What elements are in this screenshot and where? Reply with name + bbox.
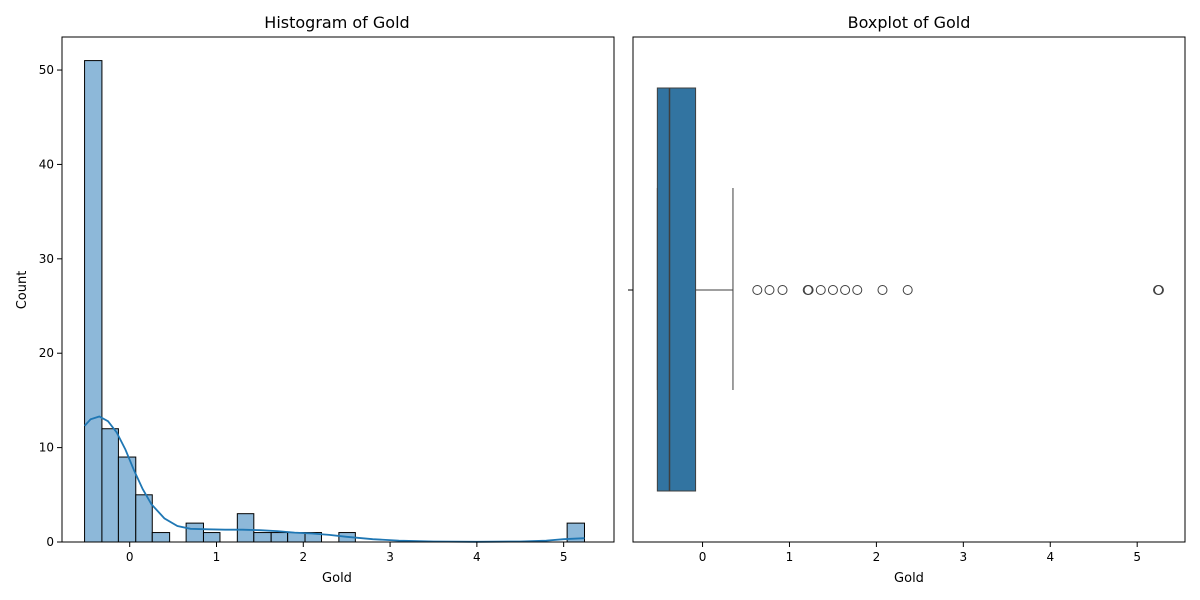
boxplot-x-tick-label: 4	[1046, 550, 1054, 564]
boxplot-panel: Boxplot of Gold 0 1 2 3 4 5 Gold	[628, 13, 1186, 586]
histogram-bar	[236, 513, 255, 543]
histogram-bar	[253, 532, 272, 543]
boxplot-shapes	[656, 87, 1164, 492]
boxplot-outlier	[777, 285, 788, 295]
boxplot-outlier	[902, 285, 913, 295]
histogram-bar	[202, 532, 221, 543]
histogram-y-tick-label: 20	[39, 346, 54, 360]
histogram-x-ticks: 0 1 2 3 4 5	[126, 542, 568, 564]
histogram-y-tick-label: 0	[46, 535, 54, 549]
boxplot-x-tick-label: 2	[873, 550, 881, 564]
boxplot-outlier	[877, 285, 888, 295]
histogram-bar	[101, 428, 119, 543]
histogram-plot-frame	[61, 36, 615, 543]
histogram-x-tick-label: 0	[126, 550, 134, 564]
boxplot-x-tick-label: 1	[786, 550, 794, 564]
histogram-bar	[151, 532, 171, 543]
boxplot-outlier	[803, 285, 814, 295]
histogram-y-tick-label: 40	[39, 157, 54, 171]
boxplot-outlier	[764, 285, 775, 295]
histogram-x-tick-label: 1	[213, 550, 221, 564]
histogram-bars	[84, 60, 585, 543]
histogram-title: Histogram of Gold	[264, 13, 409, 32]
histogram-x-axis-label: Gold	[322, 571, 352, 586]
boxplot-outlier	[852, 285, 863, 295]
histogram-bar	[185, 522, 204, 543]
histogram-y-tick-label: 10	[39, 441, 54, 455]
histogram-x-tick-label: 4	[473, 550, 481, 564]
histogram-y-tick-label: 50	[39, 63, 54, 77]
boxplot-x-tick-label: 3	[960, 550, 968, 564]
boxplot-outlier	[752, 285, 763, 295]
boxplot-outlier	[1153, 285, 1164, 295]
histogram-y-axis-label: Count	[15, 271, 30, 310]
boxplot-outlier	[827, 285, 838, 295]
histogram-x-tick-label: 3	[386, 550, 394, 564]
boxplot-title: Boxplot of Gold	[848, 13, 971, 32]
boxplot-x-tick-label: 5	[1133, 550, 1141, 564]
histogram-bar	[287, 532, 306, 543]
histogram-x-tick-label: 5	[560, 550, 568, 564]
histogram-y-tick-label: 30	[39, 252, 54, 266]
boxplot-x-axis-label: Gold	[894, 571, 924, 586]
histogram-bar	[84, 60, 103, 543]
boxplot-x-ticks: 0 1 2 3 4 5	[699, 542, 1141, 564]
boxplot-x-tick-label: 0	[699, 550, 707, 564]
boxplot-box	[656, 87, 697, 492]
histogram-kde-line	[83, 415, 585, 543]
boxplot-outlier	[840, 285, 851, 295]
histogram-x-tick-label: 2	[299, 550, 307, 564]
boxplot-outlier	[815, 285, 826, 295]
histogram-y-ticks: 0 10 20 30 40 50	[39, 63, 62, 549]
histogram-panel: Histogram of Gold 0 1 2 3 4 5 0 10 20 30 40 50 Gol…	[15, 13, 615, 586]
histogram-bar	[270, 532, 289, 543]
